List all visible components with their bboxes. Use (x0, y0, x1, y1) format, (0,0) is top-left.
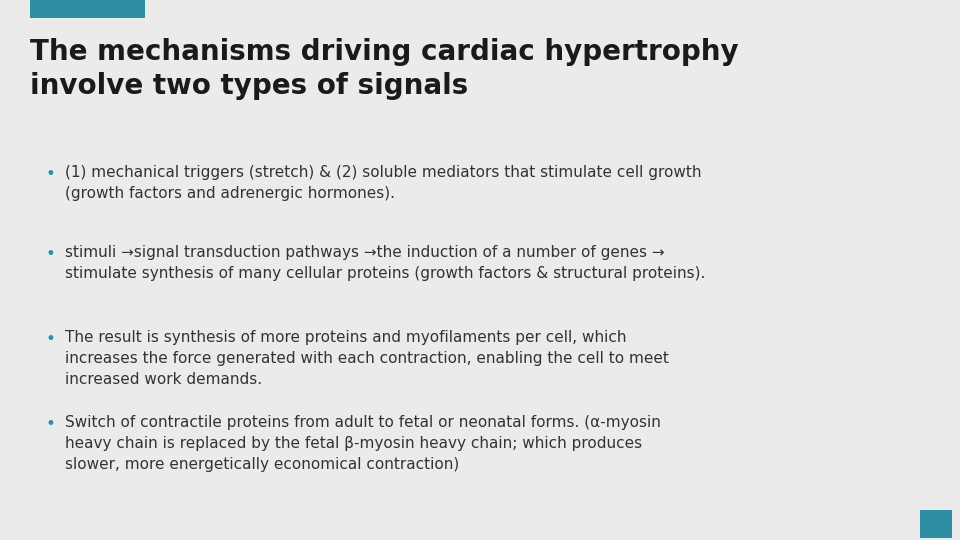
Bar (920, 510, 952, 538)
Text: •: • (45, 415, 55, 433)
Bar (30, 0, 145, 18)
Text: stimuli →signal transduction pathways →the induction of a number of genes →
stim: stimuli →signal transduction pathways →t… (65, 245, 706, 281)
Text: The result is synthesis of more proteins and myofilaments per cell, which
increa: The result is synthesis of more proteins… (65, 330, 669, 387)
Text: The mechanisms driving cardiac hypertrophy
involve two types of signals: The mechanisms driving cardiac hypertrop… (30, 38, 738, 99)
Text: 7: 7 (931, 517, 941, 531)
Text: •: • (45, 165, 55, 183)
Text: •: • (45, 245, 55, 263)
Text: (1) mechanical triggers (stretch) & (2) soluble mediators that stimulate cell gr: (1) mechanical triggers (stretch) & (2) … (65, 165, 702, 201)
Text: •: • (45, 330, 55, 348)
Text: Switch of contractile proteins from adult to fetal or neonatal forms. (α-myosin
: Switch of contractile proteins from adul… (65, 415, 660, 472)
